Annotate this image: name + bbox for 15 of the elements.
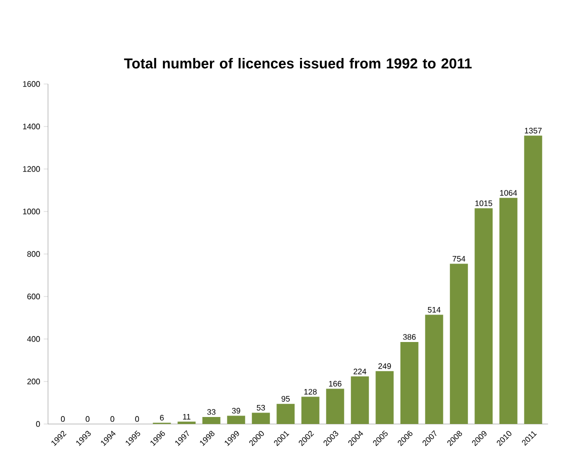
- chart-title: Total number of licences issued from 1992 to 2011: [124, 58, 472, 68]
- bar: [202, 416, 220, 424]
- bar: [326, 388, 344, 424]
- bar: [227, 416, 246, 424]
- bar: [474, 208, 493, 424]
- bar: [376, 371, 394, 424]
- bar: [400, 342, 418, 424]
- bar: [524, 136, 542, 424]
- bar: [425, 314, 444, 424]
- bar: [499, 198, 518, 424]
- bar: [252, 412, 270, 424]
- bar: [301, 396, 320, 424]
- bar: [350, 376, 369, 424]
- bar: [276, 404, 295, 424]
- bar: [450, 264, 468, 424]
